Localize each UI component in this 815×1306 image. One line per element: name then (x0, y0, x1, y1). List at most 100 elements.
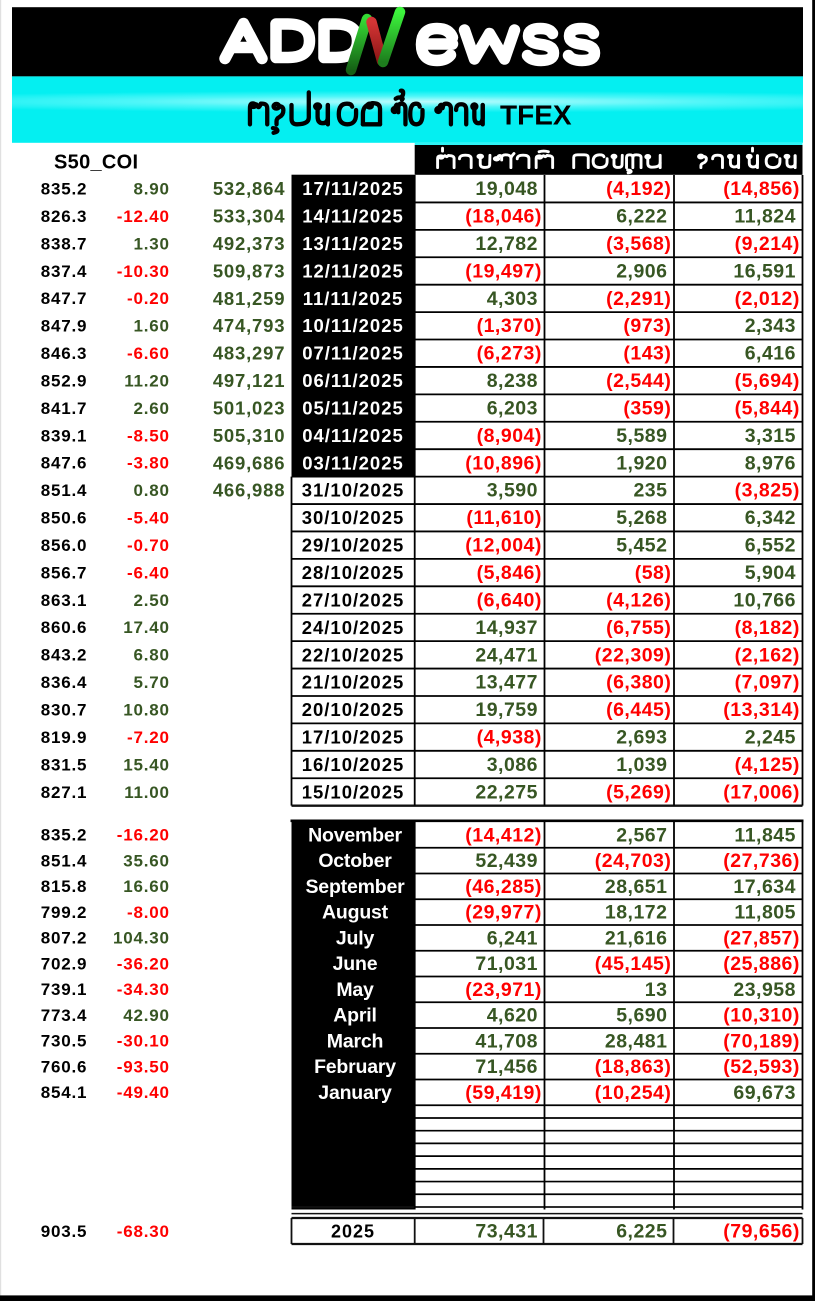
svg-text:(6,755): (6,755) (606, 617, 671, 639)
svg-text:28,481: 28,481 (605, 1030, 668, 1052)
svg-text:466,988: 466,988 (213, 480, 285, 501)
svg-text:851.4: 851.4 (41, 481, 88, 500)
svg-text:11.20: 11.20 (124, 371, 170, 390)
svg-text:(70,189): (70,189) (723, 1030, 800, 1052)
svg-text:(46,285): (46,285) (465, 876, 542, 898)
svg-text:19,048: 19,048 (475, 178, 538, 200)
svg-text:69,673: 69,673 (733, 1082, 796, 1104)
svg-text:847.9: 847.9 (41, 317, 88, 336)
svg-text:-7.20: -7.20 (127, 728, 170, 747)
svg-text:-68.30: -68.30 (117, 1222, 170, 1241)
svg-text:24,471: 24,471 (475, 644, 538, 666)
svg-text:799.2: 799.2 (41, 903, 88, 922)
svg-text:11/11/2025: 11/11/2025 (303, 288, 404, 309)
svg-text:533,304: 533,304 (213, 206, 285, 227)
svg-text:(5,269): (5,269) (606, 781, 671, 803)
svg-text:839.1: 839.1 (41, 426, 88, 445)
svg-text:6,552: 6,552 (745, 535, 796, 557)
svg-text:23,958: 23,958 (733, 979, 796, 1001)
svg-text:830.7: 830.7 (41, 700, 88, 719)
svg-text:-3.80: -3.80 (127, 454, 170, 473)
svg-text:35.60: 35.60 (123, 851, 170, 870)
svg-text:(973): (973) (623, 315, 671, 337)
svg-text:(12,004): (12,004) (465, 535, 542, 557)
svg-text:19,759: 19,759 (475, 699, 538, 721)
svg-text:11,824: 11,824 (734, 206, 796, 228)
svg-text:(17,006): (17,006) (723, 781, 800, 803)
svg-text:11,805: 11,805 (734, 902, 796, 924)
svg-text:(27,736): (27,736) (723, 850, 800, 872)
svg-text:(10,254): (10,254) (595, 1082, 672, 1104)
svg-text:(22,309): (22,309) (595, 644, 672, 666)
svg-text:-8.50: -8.50 (127, 426, 170, 445)
svg-text:2,906: 2,906 (616, 260, 667, 282)
svg-text:5,452: 5,452 (616, 535, 667, 557)
svg-text:16.60: 16.60 (123, 877, 170, 896)
svg-text:-0.20: -0.20 (127, 289, 170, 308)
svg-text:-8.00: -8.00 (127, 903, 170, 922)
svg-text:(9,214): (9,214) (735, 233, 800, 255)
svg-text:(359): (359) (623, 397, 671, 419)
svg-text:(5,844): (5,844) (735, 397, 800, 419)
svg-text:(14,856): (14,856) (723, 178, 800, 200)
svg-text:492,373: 492,373 (213, 233, 285, 254)
svg-text:2.50: 2.50 (134, 591, 170, 610)
svg-text:(143): (143) (623, 343, 671, 365)
svg-text:2025: 2025 (331, 1221, 375, 1241)
svg-text:730.5: 730.5 (41, 1032, 88, 1051)
svg-text:12/11/2025: 12/11/2025 (302, 260, 404, 281)
svg-text:532,864: 532,864 (213, 178, 285, 199)
svg-text:February: February (314, 1056, 396, 1078)
svg-text:14/11/2025: 14/11/2025 (302, 206, 404, 227)
svg-text:13,477: 13,477 (475, 672, 538, 694)
svg-text:835.2: 835.2 (41, 826, 88, 845)
svg-text:(19,497): (19,497) (465, 260, 542, 282)
svg-text:73,431: 73,431 (475, 1220, 538, 1242)
svg-text:17.40: 17.40 (123, 618, 170, 637)
svg-text:(2,012): (2,012) (735, 288, 800, 310)
svg-text:6,342: 6,342 (745, 507, 796, 529)
svg-text:(10,310): (10,310) (723, 1005, 800, 1027)
svg-text:-34.30: -34.30 (117, 980, 170, 999)
svg-text:(3,825): (3,825) (735, 480, 800, 502)
svg-text:3,086: 3,086 (487, 754, 538, 776)
svg-text:-93.50: -93.50 (117, 1057, 170, 1076)
svg-text:827.1: 827.1 (41, 783, 88, 802)
svg-text:843.2: 843.2 (41, 646, 88, 665)
svg-text:-10.30: -10.30 (117, 262, 170, 281)
svg-text:(4,938): (4,938) (477, 727, 542, 749)
svg-text:(7,097): (7,097) (735, 672, 800, 694)
svg-text:29/10/2025: 29/10/2025 (302, 535, 405, 556)
svg-text:2,567: 2,567 (616, 824, 667, 846)
svg-text:(79,656): (79,656) (723, 1220, 800, 1242)
svg-text:10/11/2025: 10/11/2025 (302, 315, 404, 336)
svg-text:(5,846): (5,846) (477, 562, 542, 584)
svg-text:11.00: 11.00 (124, 783, 170, 802)
svg-text:(27,857): (27,857) (723, 927, 800, 949)
svg-text:(24,703): (24,703) (595, 850, 672, 872)
svg-text:June: June (333, 953, 378, 975)
svg-text:22,275: 22,275 (475, 781, 538, 803)
svg-text:856.0: 856.0 (41, 536, 88, 555)
svg-text:71,031: 71,031 (475, 953, 538, 975)
svg-text:2.60: 2.60 (134, 399, 170, 418)
svg-text:8,238: 8,238 (487, 370, 538, 392)
svg-text:702.9: 702.9 (41, 954, 88, 973)
svg-text:852.9: 852.9 (41, 371, 88, 390)
svg-text:847.7: 847.7 (41, 289, 88, 308)
svg-text:1,920: 1,920 (616, 452, 667, 474)
svg-text:(23,971): (23,971) (465, 979, 542, 1001)
svg-text:474,793: 474,793 (213, 315, 285, 336)
svg-text:-5.40: -5.40 (127, 509, 170, 528)
svg-text:(2,544): (2,544) (606, 370, 671, 392)
svg-text:841.7: 841.7 (41, 399, 88, 418)
svg-text:12,782: 12,782 (475, 233, 538, 255)
svg-text:-16.20: -16.20 (117, 826, 170, 845)
svg-text:27/10/2025: 27/10/2025 (302, 589, 405, 610)
svg-text:10.80: 10.80 (123, 700, 170, 719)
svg-text:(14,412): (14,412) (465, 824, 542, 846)
svg-text:71,456: 71,456 (475, 1056, 538, 1078)
svg-text:0.80: 0.80 (134, 481, 170, 500)
svg-text:52,439: 52,439 (475, 850, 538, 872)
svg-text:-49.40: -49.40 (117, 1083, 170, 1102)
